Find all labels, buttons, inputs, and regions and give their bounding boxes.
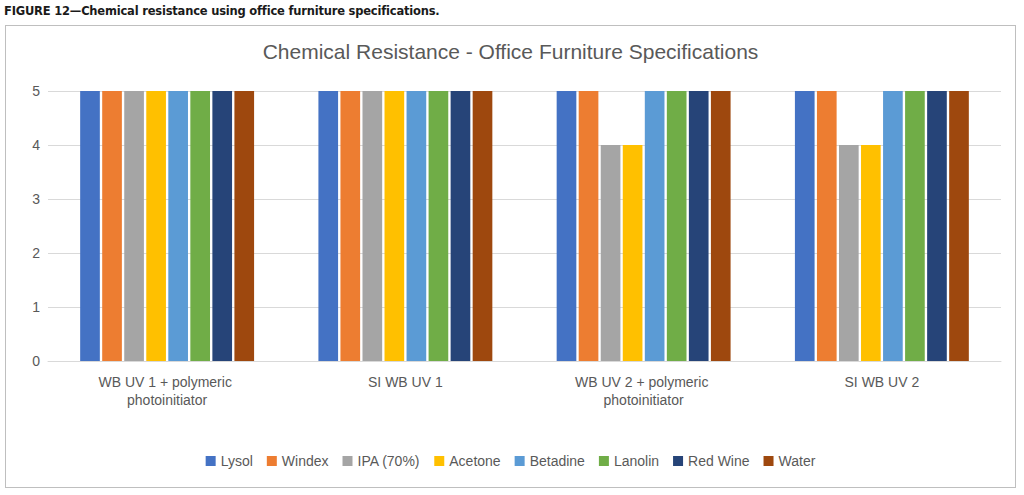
- svg-text:photoinitiator: photoinitiator: [127, 392, 208, 408]
- svg-text:Windex: Windex: [282, 453, 329, 469]
- svg-text:5: 5: [32, 83, 40, 99]
- svg-text:Acetone: Acetone: [449, 453, 501, 469]
- svg-text:2: 2: [32, 245, 40, 261]
- svg-text:1: 1: [32, 299, 40, 315]
- svg-text:Lysol: Lysol: [221, 453, 253, 469]
- svg-text:3: 3: [32, 191, 40, 207]
- svg-text:SI WB UV 1: SI WB UV 1: [368, 374, 443, 390]
- svg-text:Betadine: Betadine: [530, 453, 585, 469]
- svg-text:photoinitiator: photoinitiator: [604, 392, 685, 408]
- svg-text:Chemical Resistance - Office F: Chemical Resistance - Office Furniture S…: [263, 40, 759, 63]
- svg-text:IPA (70%): IPA (70%): [358, 453, 420, 469]
- svg-text:Lanolin: Lanolin: [614, 453, 659, 469]
- svg-text:0: 0: [32, 353, 40, 369]
- html-text:FIGURE 12—Chemical resistance: FIGURE 12—Chemical resistance using offi…: [4, 4, 440, 18]
- svg-text:Red Wine: Red Wine: [688, 453, 750, 469]
- svg-text:4: 4: [32, 137, 40, 153]
- svg-text:Water: Water: [779, 453, 816, 469]
- svg-text:WB UV 1 + polymeric: WB UV 1 + polymeric: [98, 374, 235, 390]
- svg-text:WB UV 2 + polymeric: WB UV 2 + polymeric: [575, 374, 712, 390]
- svg-text:SI WB UV 2: SI WB UV 2: [845, 374, 920, 390]
